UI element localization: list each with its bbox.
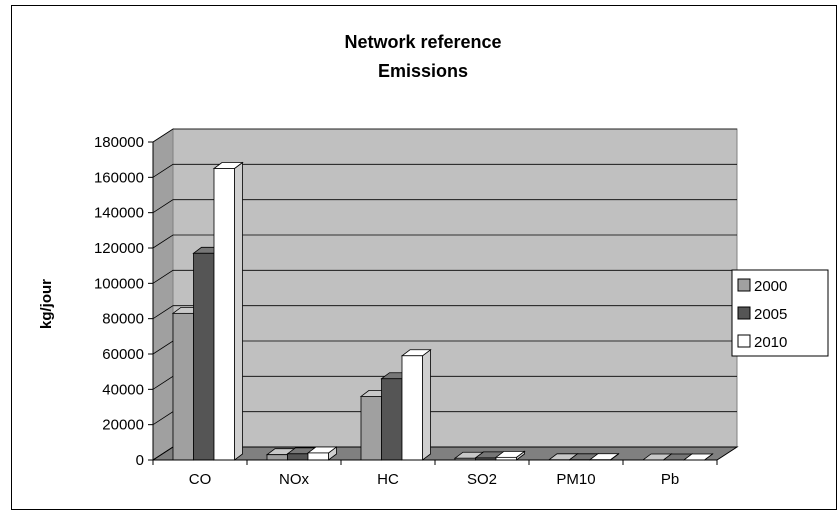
y-tick-label: 20000 — [102, 417, 144, 434]
bar — [494, 450, 526, 461]
y-tick-label: 60000 — [102, 346, 144, 363]
y-tick-label: 140000 — [94, 205, 144, 222]
legend-label: 2010 — [754, 334, 787, 351]
y-tick-label: 0 — [136, 452, 144, 469]
legend-label: 2000 — [754, 278, 787, 295]
x-tick-label: CO — [189, 471, 212, 488]
x-tick-label: SO2 — [467, 471, 497, 488]
legend-swatch — [737, 306, 751, 320]
x-tick-label: HC — [377, 471, 399, 488]
y-tick-label: 100000 — [94, 275, 144, 292]
bar — [306, 446, 338, 461]
gridline — [152, 305, 737, 320]
x-tick-label: Pb — [661, 471, 679, 488]
bar — [212, 161, 244, 461]
chart-title-line-2: Emissions — [378, 61, 468, 81]
gridline — [152, 199, 737, 214]
x-tick-label: NOx — [279, 471, 310, 488]
y-tick-label: 180000 — [94, 134, 144, 151]
y-tick-label: 80000 — [102, 311, 144, 328]
x-axis-ticks: CO NOx HC SO2 PM10 Pb — [152, 459, 718, 488]
y-tick-label: 40000 — [102, 381, 144, 398]
side-wall — [152, 128, 174, 461]
bars — [171, 161, 714, 461]
gridline — [152, 269, 737, 284]
chart-title-line-1: Network reference — [344, 32, 501, 52]
legend: 2000 2005 2010 — [731, 269, 829, 357]
gridline — [152, 234, 737, 249]
legend-swatch — [737, 278, 751, 292]
legend-label: 2005 — [754, 306, 787, 323]
legend-swatch — [737, 334, 751, 348]
bar — [400, 348, 432, 461]
gridline — [152, 163, 737, 178]
y-tick-label: 120000 — [94, 240, 144, 257]
y-tick-label: 160000 — [94, 169, 144, 186]
x-tick-label: PM10 — [556, 471, 595, 488]
y-axis-title: kg/jour — [38, 279, 55, 329]
gridline — [152, 128, 737, 143]
y-axis-ticks: 0 20000 40000 60000 80000 100000 120000 140000 1… — [94, 134, 153, 469]
back-wall — [172, 128, 738, 448]
